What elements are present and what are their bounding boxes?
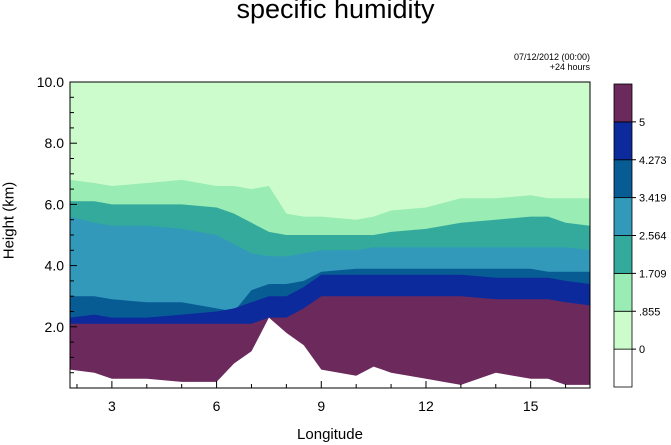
y-tick-label: 2.0 [45, 319, 65, 335]
timestamp-line-1: 07/12/2012 (00:00) [513, 52, 590, 62]
x-tick-label: 6 [213, 398, 221, 414]
colorbar-label: 2.564 [639, 231, 667, 243]
colorbar-label: 4.273 [639, 155, 667, 167]
colorbar-label: 1.709 [639, 268, 667, 280]
x-tick-label: 3 [108, 398, 116, 414]
colorbar-segment [613, 121, 633, 161]
y-tick-label: 4.0 [45, 258, 65, 274]
colorbar-segment [613, 348, 633, 388]
y-tick-label: 8.0 [45, 135, 65, 151]
y-tick-label: 10.0 [37, 74, 64, 90]
colorbar-label: .855 [639, 306, 660, 318]
colorbar-segment [613, 159, 633, 199]
colorbar-segment [613, 83, 633, 123]
timestamp-line-2: +24 hours [549, 62, 590, 72]
colorbar-segment [613, 310, 633, 350]
colorbar-segment [613, 235, 633, 274]
colorbar-segment [613, 272, 633, 312]
colorbar-label: 0 [639, 344, 645, 356]
x-tick-label: 9 [317, 398, 325, 414]
colorbar-segment [613, 197, 633, 236]
colorbar-label: 5 [639, 117, 645, 129]
y-tick-label: 6.0 [45, 196, 65, 212]
x-tick-label: 15 [523, 398, 539, 414]
x-tick-label: 12 [418, 398, 434, 414]
colorbar-label: 3.419 [639, 193, 667, 205]
band-above-5 [70, 296, 590, 388]
terrain [70, 317, 590, 388]
chart-title: specific humidity [236, 0, 435, 24]
x-axis-label: Longitude [297, 426, 363, 443]
